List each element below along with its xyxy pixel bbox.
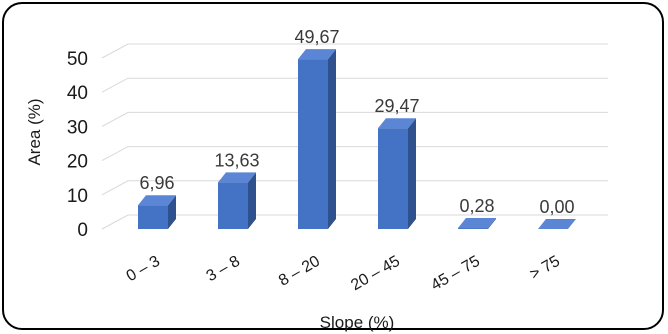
bar-top xyxy=(138,195,176,206)
bar-top xyxy=(458,218,496,229)
gridline xyxy=(101,180,608,196)
bar xyxy=(138,195,176,229)
bar xyxy=(458,218,496,229)
bar-top xyxy=(298,49,336,60)
bar-side xyxy=(328,49,336,229)
x-tick-label: > 75 xyxy=(527,253,563,284)
data-labels: 6,96 13,63 49,67 29,47 0,28 0,00 xyxy=(139,27,574,217)
gridline xyxy=(101,146,608,162)
bar-top xyxy=(538,219,576,229)
bar xyxy=(218,172,256,229)
y-tick-label: 0 xyxy=(77,220,88,241)
data-label: 0,00 xyxy=(539,197,574,217)
x-tick-label: 3 – 8 xyxy=(204,253,243,286)
data-label: 6,96 xyxy=(139,173,174,193)
x-axis-ticks: 0 – 3 3 – 8 8 – 20 20 – 45 45 – 75 > 75 xyxy=(124,253,563,294)
gridlines xyxy=(101,43,608,230)
data-label: 13,63 xyxy=(214,150,259,170)
y-tick-label: 30 xyxy=(67,117,88,138)
bar-front xyxy=(378,128,408,229)
x-tick-label: 8 – 20 xyxy=(276,253,323,290)
data-label: 0,28 xyxy=(459,196,494,216)
bar-front xyxy=(218,182,248,229)
y-tick-label: 20 xyxy=(67,152,88,173)
bar-front xyxy=(138,205,168,229)
gridline xyxy=(101,43,608,59)
bar xyxy=(538,219,576,229)
x-axis-title: Slope (%) xyxy=(320,313,395,332)
y-tick-label: 40 xyxy=(67,83,88,104)
x-tick-label: 0 – 3 xyxy=(124,253,163,286)
y-axis-ticks: 0 10 20 30 40 50 xyxy=(67,49,88,241)
bar-front xyxy=(458,228,488,229)
gridline xyxy=(101,111,608,127)
y-tick-label: 50 xyxy=(67,49,88,70)
y-axis-title: Area (%) xyxy=(25,98,44,165)
bar-front xyxy=(298,59,328,229)
bar-top xyxy=(378,118,416,129)
gridline xyxy=(101,77,608,93)
y-tick-label: 10 xyxy=(67,186,88,207)
bar-side xyxy=(168,195,176,229)
data-label: 29,47 xyxy=(374,96,419,116)
bar-top xyxy=(218,172,256,183)
x-tick-label: 45 – 75 xyxy=(428,253,483,294)
bar-side xyxy=(408,118,416,229)
bar xyxy=(378,118,416,229)
bar-side xyxy=(488,218,496,229)
bars xyxy=(138,49,576,229)
bar-side xyxy=(248,172,256,229)
x-tick-label: 20 – 45 xyxy=(348,253,403,294)
bar xyxy=(298,49,336,229)
data-label: 49,67 xyxy=(294,27,339,47)
gridline xyxy=(101,214,608,230)
